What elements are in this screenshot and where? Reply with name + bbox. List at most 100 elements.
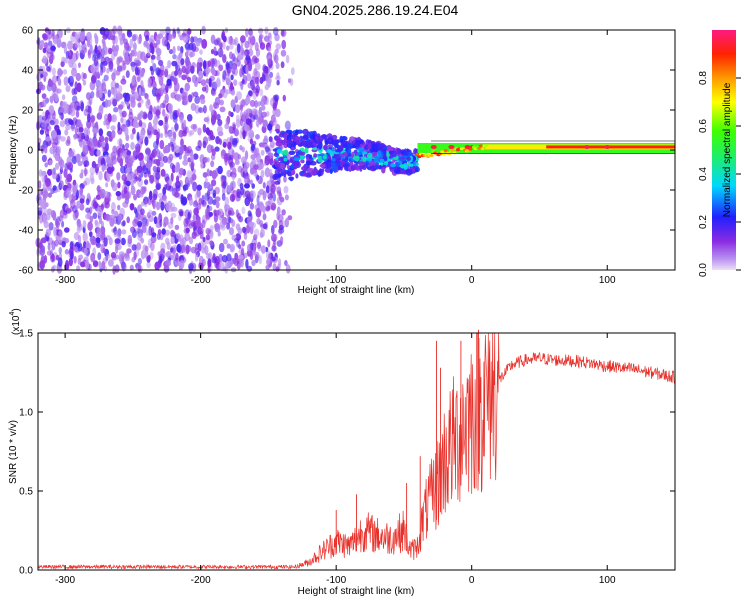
- spectrogram-noise-cell: [191, 173, 197, 181]
- spectrogram-noise-cell: [211, 179, 217, 187]
- spectrogram-noise-cell: [117, 204, 121, 211]
- spectrogram-noise-cell: [103, 237, 108, 247]
- snr-x-axis-label: Height of straight line (km): [298, 586, 415, 597]
- spectrogram-noise-cell: [75, 50, 79, 60]
- spectrogram-noise-cell: [228, 154, 234, 160]
- spectrogram-noise-cell: [231, 63, 237, 72]
- spectrogram-noise-cell: [192, 123, 198, 133]
- spectrogram-noise-cell: [270, 114, 276, 123]
- spectrogram-noise-cell: [38, 199, 43, 206]
- spectrogram-noise-cell: [253, 164, 259, 171]
- spectrogram-noise-cell: [79, 203, 85, 211]
- spectrogram-noise-cell: [74, 39, 80, 49]
- spectrogram-noise-cell: [116, 65, 123, 71]
- spectrogram-noise-cell: [57, 257, 63, 267]
- spectrogram-noise-cell: [285, 54, 290, 64]
- spectrogram-noise-cell: [205, 234, 211, 241]
- spectrogram-noise-cell: [93, 138, 98, 147]
- spectrogram-onset-cell: [342, 163, 347, 168]
- spectrogram-onset-cell: [278, 133, 285, 138]
- spectrogram-noise-cell: [110, 125, 116, 131]
- spectrogram-onset-cell: [361, 151, 368, 155]
- spectrogram-noise-cell: [125, 119, 131, 128]
- spectrogram-noise-cell: [130, 226, 134, 234]
- spectrogram-noise-cell: [56, 38, 62, 48]
- spectrogram-noise-cell: [172, 54, 177, 60]
- spectrogram-noise-cell: [98, 128, 104, 137]
- spectrogram-noise-cell: [130, 49, 135, 57]
- spectrogram-noise-cell: [251, 259, 256, 267]
- spectrogram-noise-cell: [147, 238, 152, 248]
- spectrogram-noise-cell: [254, 62, 261, 71]
- spectrogram-noise-cell: [60, 136, 66, 142]
- spectrogram-noise-cell: [51, 240, 56, 251]
- snr-x-tick-label: 0: [469, 575, 475, 586]
- spectrogram-noise-cell: [40, 145, 45, 152]
- spectrogram-onset-cell: [283, 157, 288, 162]
- spectrogram-carrier-blob: [441, 152, 446, 156]
- spectrogram-noise-cell: [175, 180, 181, 189]
- spectrogram-onset-cell: [369, 165, 375, 170]
- spectrogram-noise-cell: [178, 52, 182, 59]
- spectrogram-noise-cell: [92, 212, 98, 220]
- spectrogram-onset-cell: [282, 149, 289, 156]
- spectrogram-noise-cell: [125, 70, 130, 78]
- spectrogram-noise-cell: [210, 49, 215, 55]
- spectrogram-onset-cell: [369, 160, 375, 165]
- spectrogram-noise-cell: [241, 240, 246, 247]
- spectrogram-onset-cell: [288, 176, 295, 181]
- spectrogram-noise-cell: [70, 58, 75, 65]
- spectrogram-noise-cell: [144, 93, 149, 100]
- spectrogram-noise-cell: [222, 180, 227, 190]
- spectrogram-noise-cell: [97, 139, 102, 148]
- spectrogram-noise-cell: [137, 152, 144, 161]
- spectrogram-noise-cell: [229, 245, 234, 253]
- spectrogram-noise-cell: [231, 149, 235, 157]
- snr-panel: -300 -200 -100 0 100 1.5 1.0 0.5 0.0 Height of …: [8, 308, 676, 597]
- spectrogram-hot-spot: [583, 145, 590, 149]
- colorbar-tick-label: 0.4: [698, 167, 709, 181]
- spectrogram-noise-cell: [215, 209, 221, 216]
- spectrogram-noise-cell: [144, 136, 149, 146]
- spectrogram-noise-cell: [115, 69, 121, 76]
- spectrogram-y-ticks: 60 40 20 0 -20 -40 -60: [19, 26, 675, 277]
- spectrogram-noise-cell: [191, 92, 195, 99]
- spectrogram-noise-cell: [179, 210, 184, 217]
- spectrogram-onset-cell: [340, 153, 345, 158]
- spectrogram-onset-cell: [276, 149, 282, 154]
- spectrogram-noise-cell: [38, 81, 43, 90]
- spectrogram-noise-cell: [132, 218, 139, 227]
- spectrogram-noise-cell: [185, 227, 190, 234]
- spectrogram-noise-cell: [49, 53, 54, 61]
- spectrogram-noise-cell: [231, 39, 237, 45]
- spectrogram-noise-cell: [136, 76, 141, 83]
- spectrogram-noise-cell: [227, 141, 232, 150]
- spectrogram-noise-cell: [137, 212, 141, 220]
- spectrogram-noise-cell: [201, 194, 205, 205]
- spectrogram-noise-cell: [249, 179, 253, 185]
- spectrogram-noise-cell: [174, 123, 180, 131]
- spectrogram-noise-cell: [234, 129, 240, 137]
- spectrogram-noise-cell: [83, 160, 90, 167]
- spectrogram-y-tick-label: -40: [19, 226, 34, 237]
- spectrogram-noise-cell: [234, 252, 239, 261]
- spectrogram-noise-cell: [264, 155, 270, 166]
- spectrogram-noise-cell: [184, 232, 190, 242]
- spectrogram-noise-cell: [126, 216, 130, 224]
- spectrogram-onset-cell: [370, 141, 376, 145]
- spectrogram-noise-cell: [73, 133, 77, 141]
- spectrogram-onset-cell: [300, 159, 304, 163]
- spectrogram-noise-cell: [209, 240, 214, 246]
- spectrogram-noise-cell: [232, 167, 237, 177]
- spectrogram-noise-cell: [75, 72, 82, 82]
- spectrogram-onset-cell: [405, 168, 413, 176]
- spectrogram-noise-cell: [197, 127, 202, 136]
- spectrogram-noise-cell: [50, 45, 56, 52]
- spectrogram-noise-cell: [267, 47, 272, 53]
- spectrogram-noise-cell: [87, 105, 92, 114]
- spectrogram-noise-cell: [47, 243, 51, 251]
- spectrogram-noise-cell: [133, 194, 138, 201]
- spectrogram-noise-cell: [70, 124, 75, 132]
- spectrogram-onset-cell: [298, 151, 306, 156]
- spectrogram-noise-cell: [202, 241, 207, 251]
